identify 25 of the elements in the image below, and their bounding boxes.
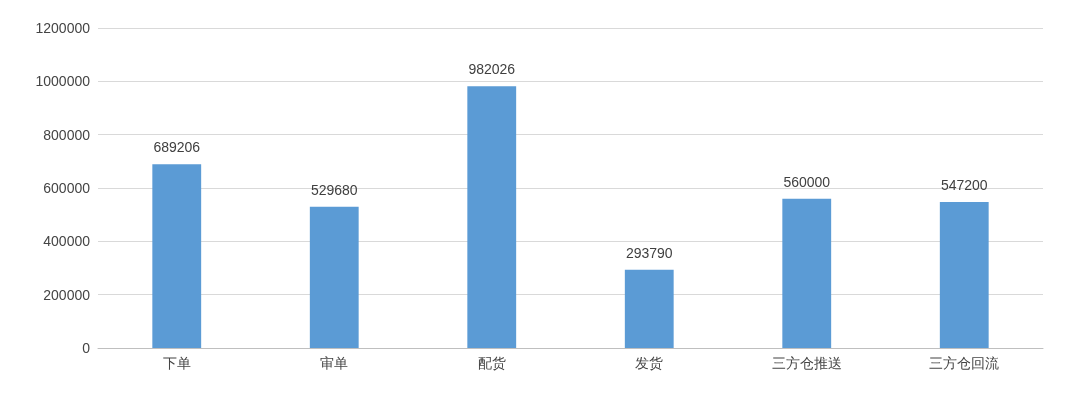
x-tick-label: 下单 (162, 355, 191, 371)
x-tick-label: 配货 (477, 355, 506, 371)
x-tick-label: 三方仓推送 (771, 355, 842, 371)
bar (624, 269, 674, 348)
bar (467, 86, 517, 348)
x-tick-label: 三方仓回流 (929, 355, 1000, 371)
y-tick-label: 200000 (43, 286, 91, 303)
bar (782, 198, 832, 348)
bar (939, 202, 989, 348)
x-tick-label: 审单 (320, 355, 349, 371)
data-label: 982026 (468, 61, 516, 78)
bar (309, 206, 359, 348)
y-tick-label: 1000000 (35, 73, 91, 90)
data-label: 560000 (783, 173, 831, 190)
y-tick-label: 800000 (43, 126, 91, 143)
y-tick-label: 1200000 (35, 20, 91, 36)
data-label: 547200 (940, 177, 988, 194)
y-tick-label: 600000 (43, 180, 91, 196)
y-tick-label: 0 (82, 340, 91, 356)
x-tick-label: 发货 (635, 355, 664, 371)
data-label: 529680 (310, 181, 358, 198)
bar (152, 164, 202, 348)
data-label: 689206 (153, 139, 201, 156)
y-tick-label: 400000 (43, 233, 91, 250)
data-label: 293790 (625, 244, 673, 261)
